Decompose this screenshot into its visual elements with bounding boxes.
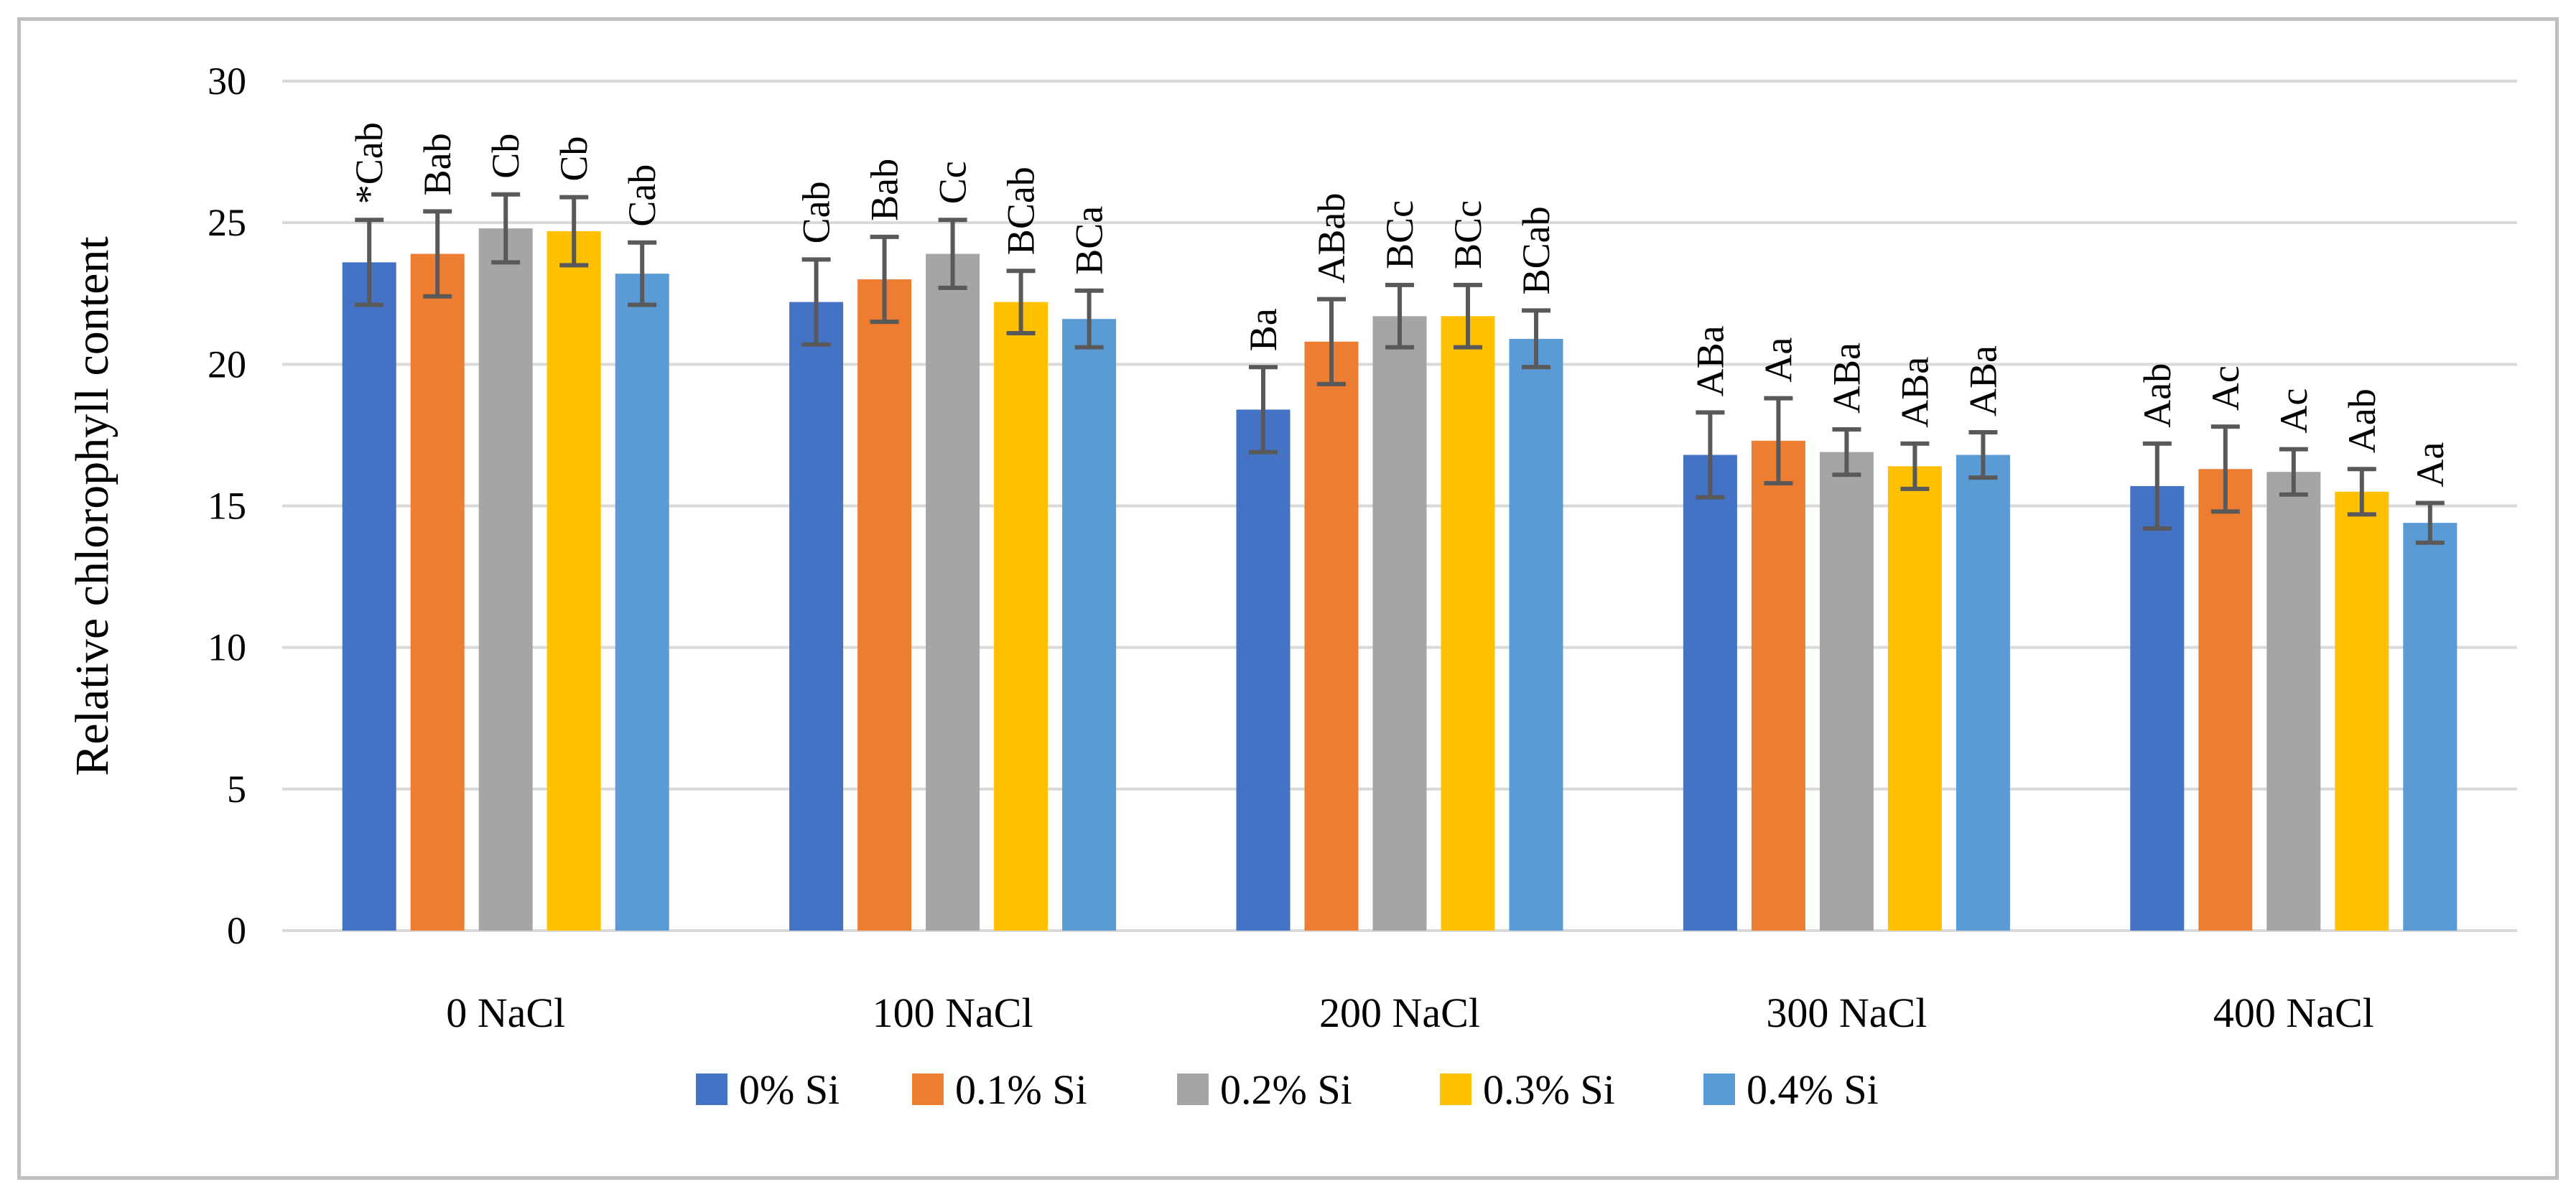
bar-0-sicat-2: [1236, 409, 1291, 931]
x-category-label: 100 NaCl: [873, 989, 1033, 1036]
bars: [342, 228, 2458, 931]
bar-0-1-sicat-1: [857, 279, 912, 931]
significance-label: Cab: [620, 164, 664, 227]
bar-0-1-sicat-3: [1751, 440, 1805, 931]
legend-swatch: [1177, 1073, 1209, 1105]
bar-0-4-sicat-0: [615, 274, 669, 931]
y-tick-label: 10: [208, 626, 246, 669]
significance-label: ABa: [1961, 345, 2004, 416]
significance-label: BCc: [1446, 200, 1489, 269]
significance-label: Aa: [1757, 337, 1800, 383]
y-axis-title: Relative chlorophyll content: [66, 236, 118, 776]
legend-label: 0.1% Si: [955, 1066, 1087, 1113]
significance-label: Aab: [2340, 388, 2384, 453]
significance-label: Cc: [931, 161, 975, 204]
legend-label: 0.4% Si: [1747, 1066, 1879, 1113]
bar-0-4-sicat-4: [2403, 523, 2458, 931]
significance-label: Cb: [552, 136, 595, 182]
significance-label: ABa: [1825, 343, 1868, 414]
significance-label: Ac: [2272, 388, 2315, 434]
significance-label: Aab: [2136, 363, 2179, 428]
y-tick-label: 25: [208, 201, 246, 244]
bar-0-3-sicat-4: [2335, 491, 2389, 931]
significance-label: BCc: [1378, 200, 1421, 269]
y-tick-label: 20: [208, 343, 246, 386]
significance-label: Aa: [2409, 442, 2452, 488]
x-category-label: 0 NaCl: [446, 989, 565, 1036]
bar-0-3-sicat-3: [1887, 466, 1942, 931]
legend-swatch: [912, 1073, 944, 1105]
x-category-label: 400 NaCl: [2213, 989, 2374, 1036]
bar-0-1-sicat-2: [1304, 341, 1359, 931]
bar-0-2-sicat-0: [478, 228, 533, 931]
significance-label: Ba: [1242, 308, 1285, 351]
y-tick-label: 15: [208, 485, 246, 528]
legend-swatch: [696, 1073, 727, 1105]
bar-0-3-sicat-1: [994, 302, 1048, 931]
legend-label: 0% Si: [739, 1066, 840, 1113]
significance-label: ABa: [1893, 357, 1936, 428]
bar-0-1-sicat-4: [2198, 469, 2253, 931]
significance-labels: *Cab Bab Cb Cb Cab Cab Bab Cc BCab BCa Ba ABab BCc BC…: [348, 122, 2452, 487]
significance-label: Bab: [416, 133, 459, 195]
bar-0-3-sicat-2: [1441, 316, 1495, 931]
y-tick-label: 0: [227, 909, 246, 952]
x-category-label: 300 NaCl: [1766, 989, 1927, 1036]
significance-label: BCab: [1000, 167, 1043, 255]
bar-0-sicat-0: [342, 262, 396, 931]
bar-0-sicat-3: [1683, 455, 1737, 931]
significance-label: ABa: [1688, 325, 1731, 396]
bar-0-2-sicat-3: [1819, 452, 1874, 931]
legend-swatch: [1703, 1073, 1735, 1105]
bar-0-4-sicat-3: [1956, 455, 2010, 931]
bar-0-2-sicat-2: [1372, 316, 1427, 931]
bar-0-1-sicat-0: [410, 253, 465, 931]
significance-label: BCa: [1068, 206, 1111, 275]
bar-0-sicat-4: [2130, 485, 2185, 931]
legend-label: 0.3% Si: [1483, 1066, 1615, 1113]
significance-label: Cab: [795, 181, 838, 243]
y-tick-label: 5: [227, 768, 246, 811]
bar-0-3-sicat-0: [547, 230, 601, 931]
x-axis-categories: 0 NaCl 100 NaCl 200 NaCl 300 NaCl 400 NaCl: [446, 989, 2374, 1036]
bar-0-sicat-1: [789, 302, 844, 931]
legend-label: 0.2% Si: [1220, 1066, 1352, 1113]
bar-0-2-sicat-1: [926, 253, 980, 931]
significance-label: ABab: [1310, 193, 1353, 284]
significance-label: BCab: [1515, 206, 1558, 294]
bar-0-2-sicat-4: [2266, 472, 2321, 931]
significance-label: Ac: [2204, 365, 2247, 411]
y-tick-label: 30: [208, 60, 246, 103]
error-bars: [355, 192, 2445, 545]
bar-0-4-sicat-1: [1062, 319, 1117, 931]
x-category-label: 200 NaCl: [1319, 989, 1480, 1036]
legend-swatch: [1440, 1073, 1471, 1105]
significance-label: *Cab: [348, 122, 391, 204]
significance-label: Bab: [863, 159, 906, 221]
legend: 0% Si 0.1% Si 0.2% Si 0.3% Si 0.4% Si: [696, 1066, 1879, 1113]
y-axis-ticks: 0 5 10 15 20 25 30: [208, 60, 246, 952]
significance-label: Cb: [484, 134, 527, 179]
bar-0-4-sicat-2: [1509, 338, 1563, 931]
